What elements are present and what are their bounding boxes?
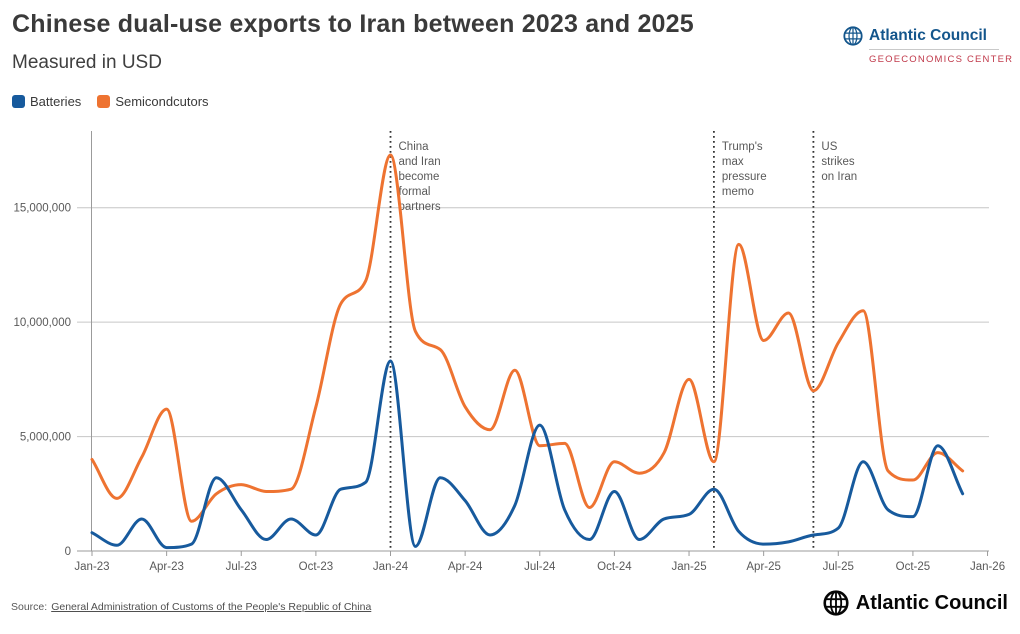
source-prefix: Source: — [11, 601, 48, 613]
annotation-text: max — [722, 156, 744, 168]
page-subtitle: Measured in USD — [12, 52, 162, 73]
annotation-text: US — [821, 141, 837, 153]
legend: Batteries Semicondcutors — [12, 94, 209, 109]
x-tick-label: Jan-25 — [671, 561, 706, 573]
org-name: Atlantic Council — [855, 591, 1008, 614]
x-tick-label: Jan-26 — [970, 561, 1005, 573]
page-title: Chinese dual-use exports to Iran between… — [12, 10, 694, 38]
batteries-swatch — [12, 95, 25, 108]
x-tick-label: Apr-25 — [746, 561, 781, 573]
source-link[interactable]: General Administration of Customs of the… — [51, 601, 372, 613]
y-tick-label: 15,000,000 — [13, 203, 71, 215]
annotation-text: Trump's — [722, 141, 763, 153]
x-tick-label: Jul-25 — [823, 561, 854, 573]
x-tick-label: Oct-23 — [299, 561, 334, 573]
center-name: GEOECONOMICS CENTER — [869, 54, 1014, 65]
org-name: Atlantic Council — [869, 27, 987, 44]
x-tick-label: Jan-24 — [373, 561, 409, 573]
annotation-text: formal — [399, 186, 431, 198]
annotation-text: and Iran — [399, 156, 441, 168]
atlantic-council-logo-bottom: Atlantic Council — [823, 590, 1008, 616]
y-tick-label: 10,000,000 — [13, 317, 71, 329]
x-tick-label: Jan-23 — [74, 561, 109, 573]
legend-label-semiconductors: Semicondcutors — [115, 94, 209, 109]
legend-label-batteries: Batteries — [30, 94, 82, 109]
logo-divider — [869, 49, 999, 50]
x-tick-label: Oct-25 — [896, 561, 931, 573]
annotation-text: strikes — [821, 156, 854, 168]
logo-row: Atlantic Council — [843, 26, 999, 46]
series-line-semicondcutors — [90, 153, 965, 523]
x-tick-label: Jul-24 — [524, 561, 556, 573]
legend-item-semiconductors: Semicondcutors — [97, 94, 209, 109]
annotation-text: on Iran — [821, 171, 857, 183]
source-line: Source: General Administration of Customs… — [11, 601, 371, 613]
legend-item-batteries: Batteries — [12, 94, 81, 109]
x-tick-label: Oct-24 — [597, 561, 632, 573]
globe-icon — [843, 26, 863, 46]
atlantic-council-logo-top: Atlantic Council GEOECONOMICS CENTER — [843, 26, 1014, 65]
semiconductors-swatch — [97, 95, 111, 108]
x-tick-label: Jul-23 — [226, 561, 257, 573]
annotation-text: pressure — [722, 171, 767, 183]
y-tick-label: 5,000,000 — [20, 432, 71, 444]
x-tick-label: Apr-23 — [149, 561, 184, 573]
annotation-text: become — [399, 171, 440, 183]
annotation-text: China — [399, 141, 430, 153]
annotation-text: memo — [722, 186, 754, 198]
annotation-text: partners — [399, 201, 441, 213]
series-line-batteries — [90, 359, 965, 550]
globe-icon — [823, 590, 849, 616]
y-tick-label: 0 — [65, 546, 71, 558]
x-tick-label: Apr-24 — [448, 561, 483, 573]
